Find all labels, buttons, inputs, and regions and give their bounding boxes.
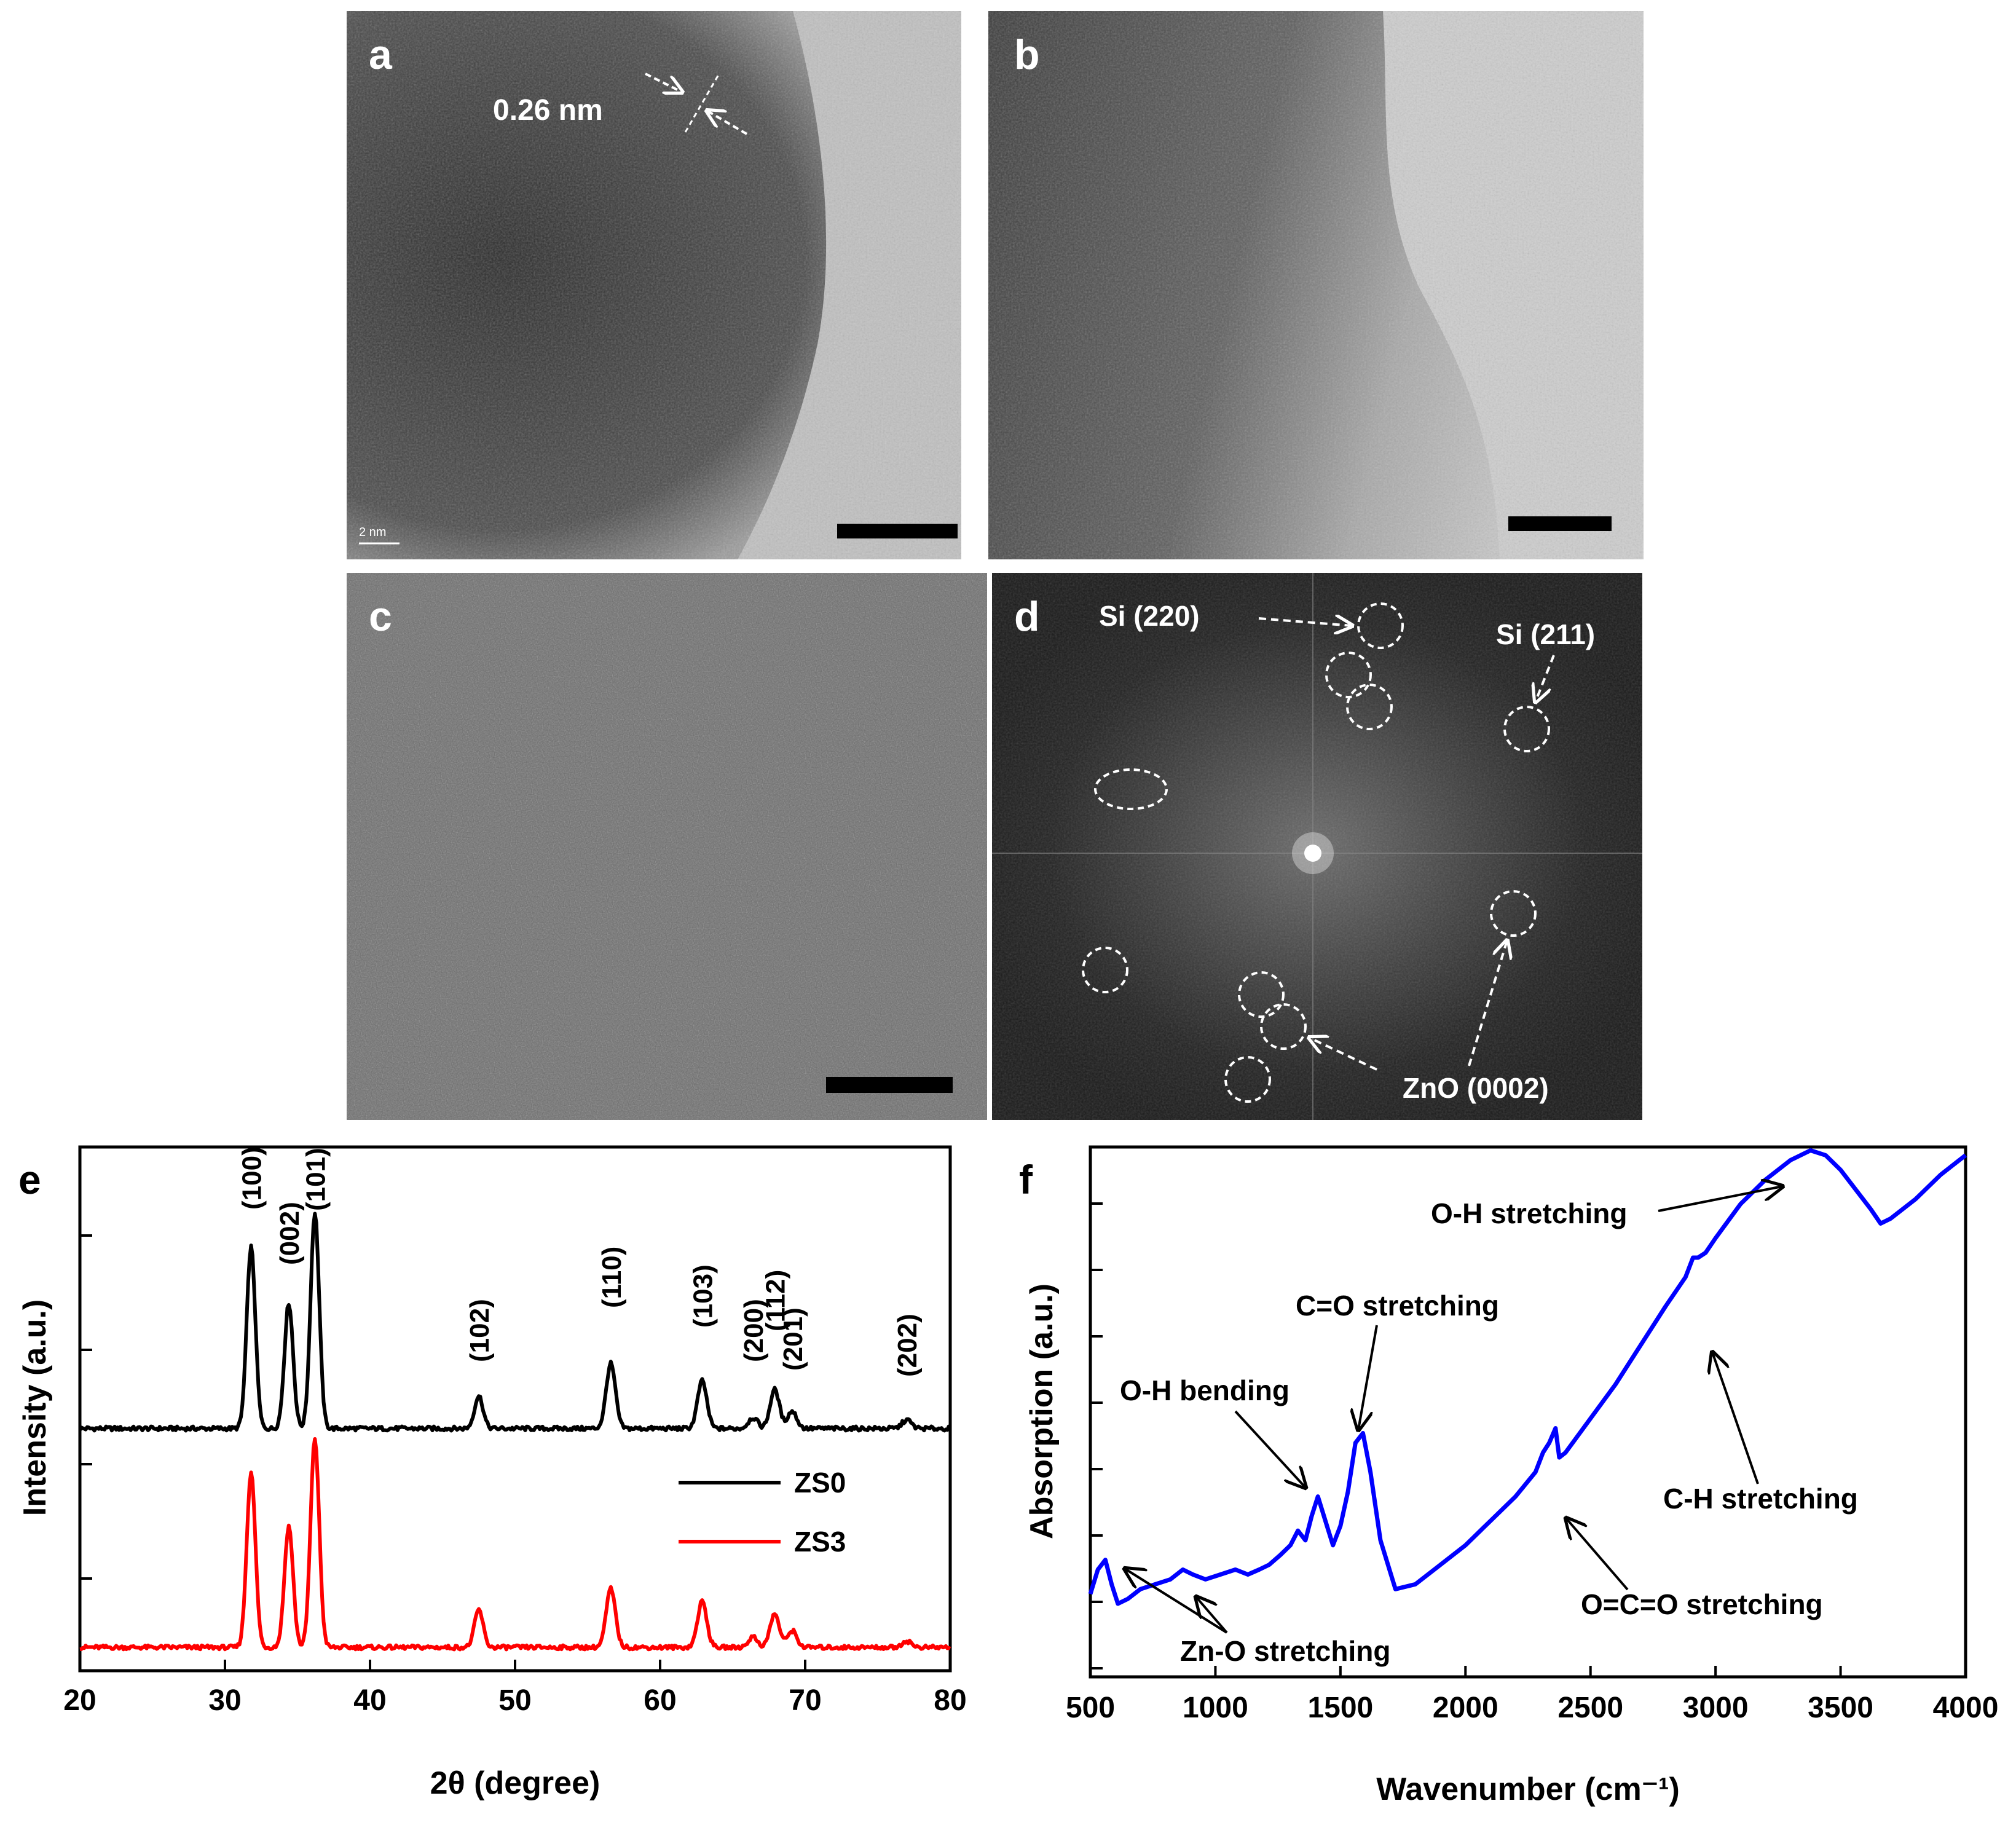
zno-arrow-left [1309,1038,1377,1071]
diffraction-spot [1503,706,1550,752]
diffraction-spot [1238,971,1285,1018]
panel-b-tem-image: b [988,11,1644,559]
legend-zs3-label: ZS3 [794,1526,846,1558]
zs3-series-line [79,1437,951,1652]
oh-stretching-arrow [1658,1186,1782,1212]
panel-f-xlabel: Wavenumber (cm⁻¹) [1376,1772,1680,1807]
x-tick-label: 40 [353,1684,386,1717]
peak-label: (200) [739,1299,769,1362]
zno0002-label: ZnO (0002) [1403,1072,1549,1104]
si211-label: Si (211) [1496,618,1595,650]
peak-label: (002) [275,1202,305,1265]
peak-label: (103) [688,1264,718,1328]
panel-d-letter: d [1014,593,1040,640]
peak-label: (102) [465,1299,495,1362]
annotation-zno-stretching: Zn-O stretching [1180,1635,1390,1667]
annotation-co-stretching: C=O stretching [1296,1290,1499,1322]
annotation-oh-bending: O-H bending [1120,1374,1290,1406]
peak-label: (110) [597,1247,627,1308]
x-tick-label: 80 [934,1684,966,1717]
panel-b-letter: b [1014,31,1040,78]
x-tick-label: 3000 [1683,1692,1749,1724]
lattice-arrow-upper [645,73,682,92]
x-tick-label: 20 [63,1684,96,1717]
diffraction-spot [1490,890,1537,937]
diffraction-spot [1357,602,1404,649]
zno-stretching-arrow-2 [1196,1597,1228,1634]
panel-c-tem-image: c [347,573,987,1120]
panel-e-legend: ZS0 ZS3 [679,1467,846,1558]
diffraction-spot [1094,768,1168,810]
diffraction-spot [1224,1056,1271,1103]
panel-d-fft-image: d Si (220) Si (211) ZnO (0002) [992,573,1642,1120]
x-tick-label: 2000 [1433,1692,1498,1724]
panel-a-tem-image: a 0.26 nm 2 nm [347,11,961,559]
x-tick-label: 500 [1066,1692,1115,1724]
diffraction-spot [1082,947,1128,993]
si211-arrow [1535,655,1555,702]
x-tick-label: 50 [498,1684,531,1717]
x-tick-label: 70 [789,1684,821,1717]
oh-bending-arrow [1234,1410,1305,1488]
fft-center-spot [1304,845,1321,862]
peak-label: (112) [760,1270,790,1331]
panel-c-scale-bar [826,1077,953,1093]
panel-c-letter: c [369,593,392,640]
si220-arrow [1258,618,1352,626]
small-scale-text: 2 nm [359,526,386,539]
zno-stretching-arrow-1 [1125,1569,1228,1634]
x-tick-label: 60 [644,1684,676,1717]
panel-f-ylabel: Absorption (a.u.) [1024,1283,1060,1539]
x-tick-label: 3500 [1808,1692,1873,1724]
panel-e-ylabel: Intensity (a.u.) [17,1299,53,1516]
legend-zs0-label: ZS0 [794,1467,846,1499]
panel-e-plot-frame [78,1145,952,1673]
zno-arrow-right [1468,940,1507,1066]
x-tick-label: 1000 [1183,1692,1248,1724]
annotation-oco-stretching: O=C=O stretching [1581,1588,1823,1620]
annotation-oh-stretching: O-H stretching [1431,1197,1627,1229]
peak-label: (201) [778,1307,808,1371]
x-tick-label: 4000 [1933,1692,1999,1724]
co-stretching-arrow [1358,1325,1378,1430]
panel-f-plot-frame [1089,1145,1967,1679]
x-tick-label: 2500 [1557,1692,1623,1724]
oco-stretching-arrow [1566,1518,1629,1591]
panel-e-xrd-chart: e 20 30 40 50 60 70 80 (100) (002)(101) (102) (11… [17,1145,967,1801]
x-tick-label: 30 [208,1684,241,1717]
diffraction-spot [1346,684,1393,730]
panel-f-letter: f [1019,1157,1033,1202]
panel-a-letter: a [369,31,393,78]
ch-stretching-arrow [1712,1352,1759,1484]
lattice-arrow-lower [707,111,748,135]
panel-b-scale-bar [1508,516,1612,531]
x-tick-label: 1500 [1307,1692,1373,1724]
peak-label: (101) [301,1148,331,1211]
zs0-series-line [78,1212,951,1433]
lattice-guide [684,73,720,133]
diffraction-spot [1260,1003,1307,1050]
panel-e-xlabel: 2θ (degree) [430,1765,600,1801]
annotation-ch-stretching: C-H stretching [1663,1483,1858,1515]
lattice-spacing-label: 0.26 nm [493,94,603,127]
si220-label: Si (220) [1099,600,1200,632]
peak-label: (100) [237,1146,267,1210]
panel-e-letter: e [18,1157,41,1202]
peak-label: (202) [892,1314,923,1377]
panel-f-ftir-chart: f 500 1000 1500 2000 2500 3000 3500 4000 Wavenu… [1019,1145,1999,1807]
ftir-spectrum-line [1088,1148,1967,1606]
panel-a-scale-bar [837,524,958,538]
